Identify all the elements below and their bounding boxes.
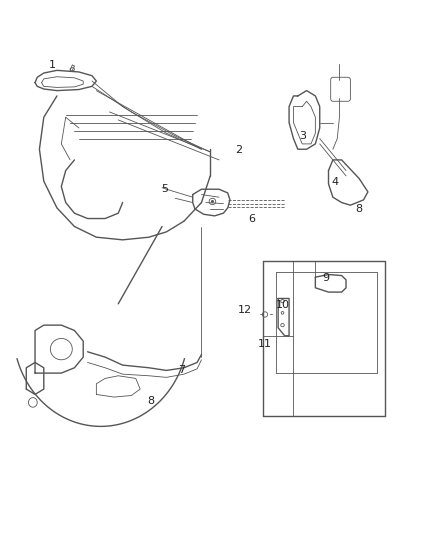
Text: 9: 9: [323, 273, 330, 283]
FancyBboxPatch shape: [331, 77, 350, 101]
Text: 1: 1: [49, 60, 56, 70]
Text: 4: 4: [332, 177, 339, 187]
Text: 11: 11: [258, 339, 272, 349]
Text: 6: 6: [248, 214, 255, 223]
Text: 10: 10: [276, 300, 290, 310]
Text: 5: 5: [161, 184, 168, 194]
Ellipse shape: [211, 200, 214, 203]
Text: 3: 3: [299, 131, 306, 141]
Text: 7: 7: [178, 366, 185, 375]
Text: 12: 12: [238, 305, 252, 315]
Text: 2: 2: [235, 146, 242, 155]
Text: 8: 8: [148, 396, 155, 406]
Text: 8: 8: [356, 204, 363, 214]
